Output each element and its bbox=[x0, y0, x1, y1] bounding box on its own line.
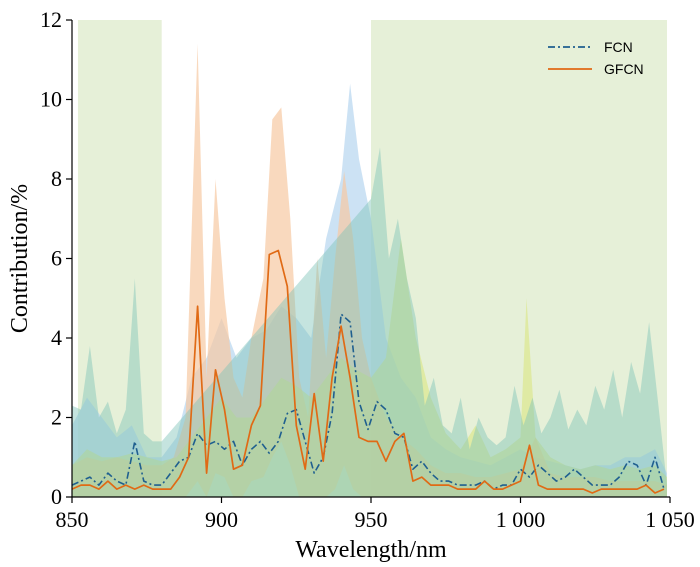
y-tick-label: 10 bbox=[40, 87, 62, 112]
y-tick-label: 8 bbox=[51, 166, 62, 191]
y-tick-label: 6 bbox=[51, 246, 62, 271]
x-axis-title: Wavelength/nm bbox=[295, 537, 447, 563]
x-tick-label: 850 bbox=[56, 507, 89, 532]
y-tick-label: 2 bbox=[51, 405, 62, 430]
teal-uncertainty-band bbox=[72, 147, 667, 497]
y-axis-title: Contribution/% bbox=[7, 184, 33, 333]
axes: 0 2 4 6 8 10 12 850 900 950 1 000 1 050 Wavelength/n… bbox=[7, 7, 695, 563]
y-tick-label: 4 bbox=[51, 325, 62, 350]
x-tick-label: 1 050 bbox=[645, 507, 695, 532]
gfcn-series-line bbox=[71, 249, 665, 494]
x-tick-label: 900 bbox=[205, 507, 238, 532]
gfcn-legend-label: GFCN bbox=[604, 61, 644, 77]
y-tick-label: 12 bbox=[40, 7, 62, 32]
series-lines bbox=[71, 249, 665, 494]
x-tick-label: 950 bbox=[355, 507, 388, 532]
y-tick-label: 0 bbox=[51, 484, 62, 509]
fcn-series-line bbox=[71, 313, 665, 490]
fcn-legend-label: FCN bbox=[604, 39, 633, 55]
x-tick-label: 1 000 bbox=[496, 507, 546, 532]
yellow-uncertainty-band bbox=[72, 238, 667, 497]
legend: FCN GFCN bbox=[548, 39, 644, 77]
gfcn-uncertainty-band bbox=[72, 43, 667, 498]
